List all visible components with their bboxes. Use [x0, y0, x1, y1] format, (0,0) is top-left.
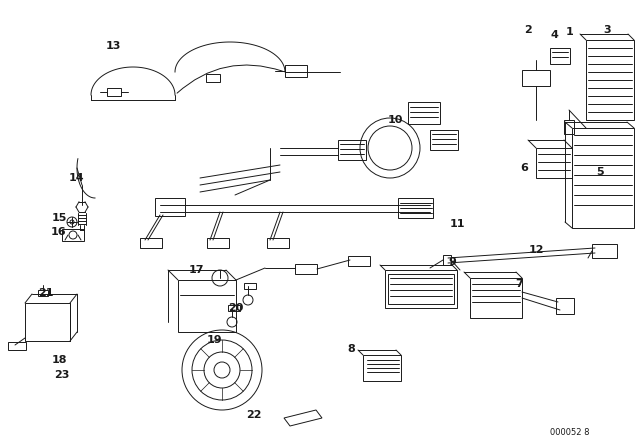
Bar [25, 303, 70, 341]
Text: 22: 22 [246, 410, 262, 420]
Bar [443, 255, 451, 265]
Bar [564, 120, 574, 134]
Text: 4: 4 [550, 30, 558, 40]
Text: 21: 21 [38, 288, 54, 298]
Text: 12: 12 [528, 245, 544, 255]
Text: 16: 16 [51, 227, 67, 237]
Bar [228, 305, 240, 311]
Text: 15: 15 [51, 213, 67, 223]
Text: 2: 2 [524, 25, 532, 35]
Bar [140, 238, 162, 248]
Bar [107, 88, 121, 96]
Text: 3: 3 [603, 25, 611, 35]
Text: 19: 19 [207, 335, 223, 345]
Bar [385, 270, 457, 308]
Bar [470, 278, 522, 318]
Text: 000052 8: 000052 8 [550, 427, 589, 436]
Bar [388, 274, 454, 304]
Bar [206, 74, 220, 82]
Bar [556, 298, 574, 314]
Text: 11: 11 [449, 219, 465, 229]
Bar [398, 198, 433, 218]
Bar [572, 128, 634, 228]
Text: 7: 7 [515, 279, 523, 289]
Bar [408, 102, 440, 124]
Bar [295, 264, 317, 274]
Bar [550, 48, 570, 64]
Bar [522, 70, 550, 86]
Bar [285, 65, 307, 77]
Text: 1: 1 [566, 27, 574, 37]
Bar [178, 280, 236, 332]
Bar [338, 140, 366, 160]
Text: 20: 20 [228, 303, 244, 313]
Bar [267, 238, 289, 248]
Text: 14: 14 [68, 173, 84, 183]
Text: 17: 17 [188, 265, 204, 275]
Text: 8: 8 [347, 344, 355, 354]
Bar [8, 342, 26, 350]
Bar [38, 290, 48, 296]
Text: 23: 23 [54, 370, 70, 380]
Text: 5: 5 [596, 167, 604, 177]
Bar [586, 40, 634, 120]
Bar [430, 130, 458, 150]
Text: 10: 10 [387, 115, 403, 125]
Bar [536, 148, 572, 178]
Bar [348, 256, 370, 266]
Bar [244, 283, 256, 289]
Bar [155, 198, 185, 216]
Bar [363, 355, 401, 381]
Bar [62, 229, 84, 241]
Text: 6: 6 [520, 163, 528, 173]
Text: 13: 13 [106, 41, 121, 51]
Text: 18: 18 [51, 355, 67, 365]
Bar [207, 238, 229, 248]
Bar [592, 244, 617, 258]
Text: 9: 9 [448, 257, 456, 267]
